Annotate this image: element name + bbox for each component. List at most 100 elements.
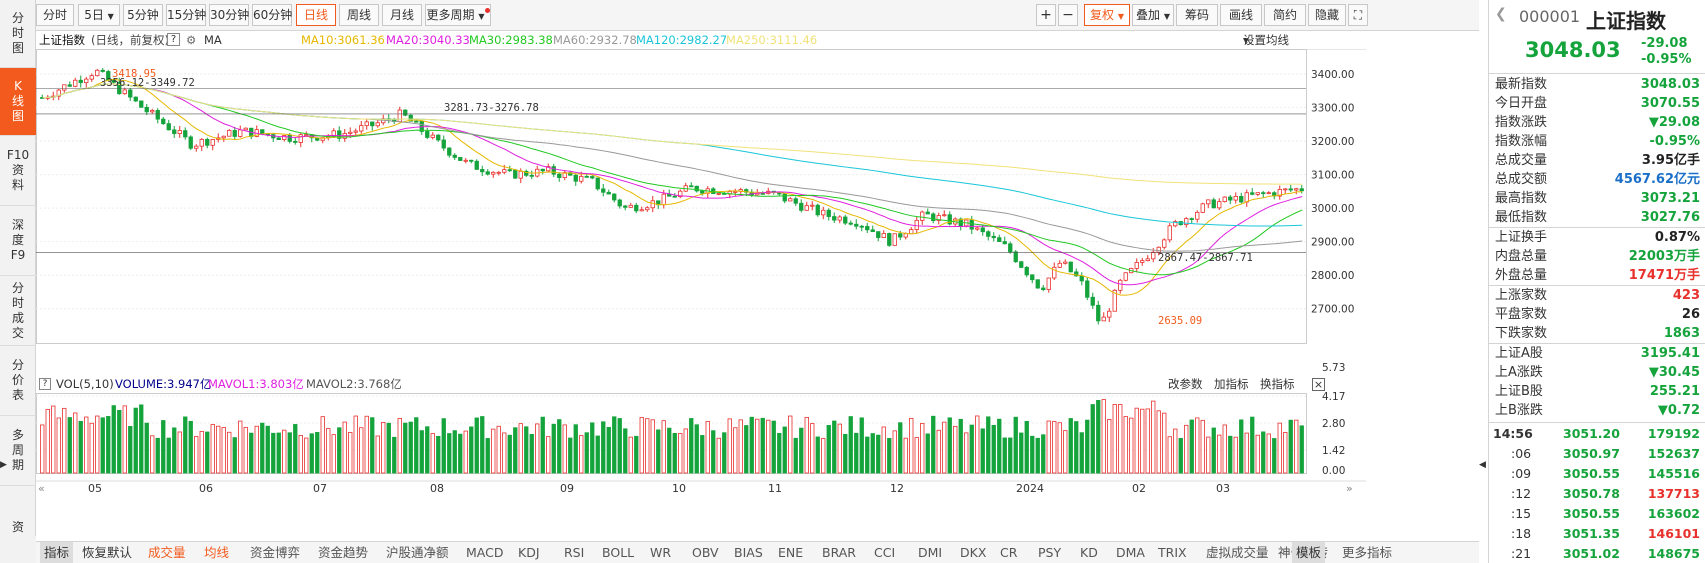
candle-body [474, 160, 479, 170]
volume-bar [733, 427, 738, 474]
indicator-tab[interactable]: KD [1080, 545, 1098, 560]
panel-collapse-arrow-icon[interactable]: ◀ [1479, 460, 1486, 470]
candle-body [276, 137, 281, 140]
zoom-in-button[interactable]: + [1036, 4, 1056, 26]
switch-indicator-button[interactable]: 换指标 [1260, 377, 1295, 391]
period-5min[interactable]: 5分钟 [123, 4, 163, 26]
rail-collapse-arrow-icon[interactable]: ▶ [0, 460, 7, 470]
period-15min[interactable]: 15分钟 [166, 4, 206, 26]
indicator-tab[interactable]: RSI [564, 545, 585, 560]
expand-button[interactable]: ⛶ [1348, 4, 1368, 26]
indicator-tab[interactable]: 虚拟成交量 [1206, 545, 1269, 560]
indicator-tab[interactable]: BOLL [602, 545, 635, 560]
volume-bar [678, 433, 683, 474]
indicator-tab[interactable]: 成交量 [148, 545, 186, 560]
period-monthly[interactable]: 月线 [382, 4, 422, 26]
quote-row-value: 26 [1681, 307, 1700, 322]
indicator-tab[interactable]: 恢复默认 [82, 545, 133, 560]
help-icon[interactable]: ? [39, 378, 51, 390]
volume-bar [1261, 431, 1266, 474]
rail-tab-depth[interactable]: 深度F9 [0, 206, 36, 276]
period-daily[interactable]: 日线 [296, 4, 336, 26]
indicator-tab[interactable]: OBV [692, 545, 719, 560]
indicator-tab[interactable]: 资金博弈 [250, 545, 301, 560]
period-timeshare[interactable]: 分时 [36, 4, 74, 26]
period-60min[interactable]: 60分钟 [252, 4, 292, 26]
rail-tab-timeshare[interactable]: 分时图 [0, 0, 36, 68]
candle-body [980, 227, 985, 233]
gear-icon[interactable]: ⚙ [186, 33, 197, 47]
price-tick-label: 3000.00 [1311, 203, 1354, 215]
indicator-tab[interactable]: KDJ [518, 545, 540, 560]
back-chevron-icon[interactable]: ❮ [1495, 6, 1507, 22]
indicator-tab[interactable]: BRAR [822, 545, 856, 560]
help-icon[interactable]: ? [167, 33, 180, 46]
candle-body [859, 225, 864, 228]
volume-bar [381, 421, 386, 474]
price-tick-label: 3300.00 [1311, 103, 1354, 115]
overlay-button[interactable]: 叠加 ▼ [1132, 4, 1174, 26]
rail-tab-label: 深度F9 [10, 218, 26, 262]
candle-body [914, 219, 919, 230]
volume-bar [606, 426, 611, 474]
rail-tab-trades[interactable]: 分时成交 [0, 276, 36, 346]
candle-body [562, 172, 567, 178]
volume-bar [881, 426, 886, 474]
indicator-tab[interactable]: 均线 [204, 545, 230, 560]
candle-body [694, 185, 699, 192]
volume-bar [265, 425, 270, 474]
candle-body [337, 130, 342, 139]
indicator-tab[interactable]: MACD [466, 545, 504, 560]
zoom-out-button[interactable]: − [1058, 4, 1078, 26]
indicator-tab[interactable]: 沪股通净额 [386, 545, 449, 560]
rail-tab-f10[interactable]: F10资料 [0, 136, 36, 206]
period-5day[interactable]: 5日 ▼ [78, 4, 120, 26]
rail-tab-multi-period[interactable]: 多周期 [0, 416, 36, 486]
chart-canvas[interactable]: 3400.00 3300.00 3200.00 3100.00 3000.00 2900.… [36, 49, 1366, 541]
close-icon[interactable]: × [1312, 378, 1325, 391]
period-30min[interactable]: 30分钟 [209, 4, 249, 26]
period-more[interactable]: 更多周期 ▼ [425, 4, 491, 26]
volume-bar [634, 435, 639, 474]
tick-volume: 148675 [1647, 546, 1700, 561]
rail-tab-capital[interactable]: 资 [0, 486, 36, 536]
indicator-tab[interactable]: CCI [874, 545, 896, 560]
indicator-tab[interactable]: 指标 [40, 542, 74, 563]
indicator-tab[interactable]: PSY [1038, 545, 1062, 560]
edit-params-button[interactable]: 改参数 [1168, 377, 1203, 391]
volume-bar [375, 435, 380, 474]
candle-body [920, 211, 925, 221]
period-weekly[interactable]: 周线 [339, 4, 379, 26]
candle-body [650, 200, 655, 209]
indicator-tab[interactable]: DMA [1116, 545, 1145, 560]
tick-volume: 146101 [1647, 526, 1700, 541]
indicator-tab[interactable]: DKX [960, 545, 987, 560]
indicator-tab[interactable]: 更多指标 [1342, 545, 1393, 560]
adjust-button[interactable]: 复权 ▼ [1084, 4, 1130, 26]
quote-row-label: 总成交额 [1495, 172, 1548, 187]
rail-tab-price-table[interactable]: 分价表 [0, 346, 36, 416]
indicator-tab[interactable]: ENE [778, 545, 804, 560]
candle-body [463, 159, 468, 162]
candle-body [452, 154, 457, 158]
volume-bar [1206, 436, 1211, 474]
candle-body [903, 233, 908, 238]
indicator-tab[interactable]: 资金趋势 [318, 545, 369, 560]
indicator-tab[interactable]: BIAS [734, 545, 763, 560]
add-indicator-button[interactable]: 加指标 [1214, 377, 1249, 391]
simple-button[interactable]: 简约 [1264, 4, 1306, 26]
indicator-tab[interactable]: 模板 [1292, 542, 1326, 563]
volume-bar [1107, 418, 1112, 474]
chips-button[interactable]: 筹码 [1176, 4, 1218, 26]
indicator-tab[interactable]: WR [650, 545, 672, 560]
volume-bar [1118, 404, 1123, 474]
rail-tab-kline[interactable]: K线图 [0, 68, 36, 136]
ma-settings-button[interactable]: 设置均线 ▾ [1243, 33, 1289, 47]
draw-line-button[interactable]: 画线 [1220, 4, 1262, 26]
month-tick-label: 03 [1216, 482, 1230, 495]
volume-bar [546, 436, 551, 474]
indicator-tab[interactable]: CR [1000, 545, 1018, 560]
hide-button[interactable]: 隐藏 [1308, 4, 1346, 26]
indicator-tab[interactable]: DMI [918, 545, 943, 560]
indicator-tab[interactable]: TRIX [1158, 545, 1187, 560]
